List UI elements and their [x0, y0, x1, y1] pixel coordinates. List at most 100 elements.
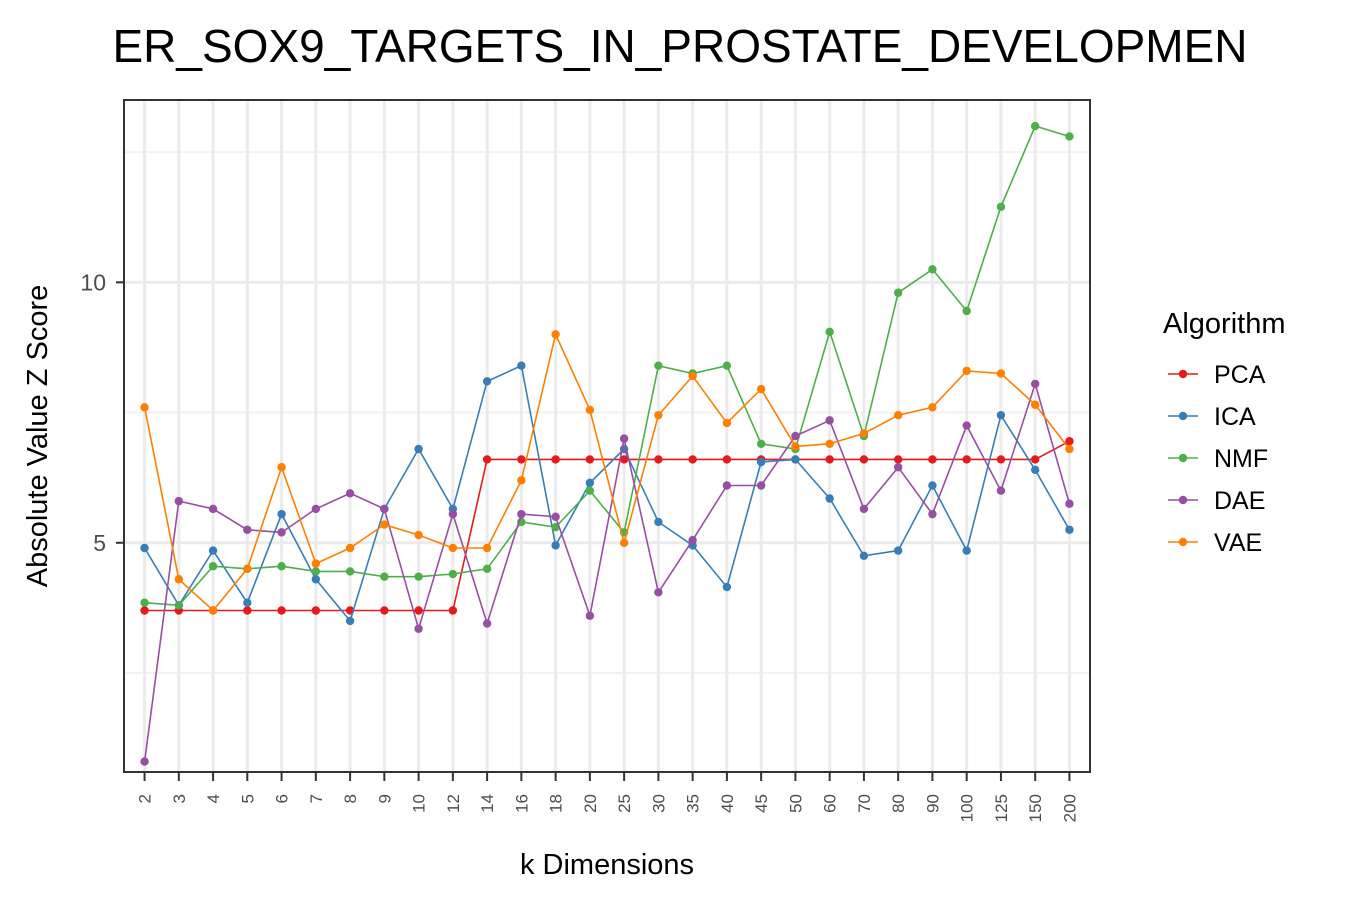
- data-point-dae: [482, 619, 492, 628]
- data-point-pca: [654, 455, 663, 464]
- x-tick-label: 12: [444, 794, 463, 813]
- data-point-pca: [140, 606, 149, 615]
- x-tick-label: 150: [1026, 794, 1045, 822]
- data-point-pca: [859, 455, 869, 464]
- legend-key-point: [1178, 411, 1188, 421]
- data-point-ica: [551, 541, 560, 550]
- data-point-vae: [688, 371, 697, 381]
- data-point-vae: [654, 410, 663, 420]
- data-point-nmf: [722, 361, 732, 370]
- data-point-vae: [585, 405, 595, 415]
- data-point-dae: [825, 416, 834, 425]
- legend-key-point: [1178, 369, 1188, 379]
- data-point-pca: [277, 606, 286, 615]
- data-point-ica: [1030, 465, 1040, 475]
- data-point-ica: [277, 509, 286, 519]
- x-tick-label: 18: [547, 794, 566, 813]
- data-point-nmf: [893, 288, 903, 297]
- data-point-ica: [1065, 525, 1074, 534]
- legend-item-nmf: NMF: [1168, 445, 1268, 473]
- data-point-dae: [243, 525, 252, 534]
- data-point-dae: [311, 504, 321, 514]
- data-point-vae: [243, 564, 252, 574]
- data-point-ica: [140, 543, 149, 553]
- data-point-pca: [517, 455, 526, 464]
- data-point-vae: [756, 384, 766, 394]
- data-point-pca: [380, 606, 389, 615]
- data-point-ica: [996, 410, 1006, 420]
- x-tick-label: 8: [341, 794, 360, 803]
- data-point-pca: [1065, 437, 1074, 446]
- data-point-vae: [208, 606, 218, 615]
- x-tick-label: 6: [273, 794, 292, 803]
- data-point-vae: [1030, 400, 1040, 409]
- legend-item-pca: PCA: [1168, 361, 1266, 389]
- data-point-nmf: [140, 598, 149, 607]
- data-point-nmf: [1030, 121, 1040, 131]
- panel-border: [123, 99, 1091, 773]
- data-point-dae: [1030, 379, 1040, 389]
- data-point-dae: [448, 509, 458, 519]
- data-point-pca: [243, 606, 252, 615]
- data-point-ica: [311, 575, 321, 584]
- legend-label: VAE: [1214, 529, 1262, 557]
- data-point-dae: [277, 528, 286, 537]
- data-point-ica: [928, 481, 937, 490]
- x-tick-label: 50: [786, 794, 805, 813]
- data-point-vae: [414, 530, 423, 540]
- x-tick-label: 70: [855, 794, 874, 813]
- legend-item-vae: VAE: [1168, 529, 1262, 557]
- data-point-pca: [825, 455, 834, 464]
- data-point-dae: [140, 757, 149, 766]
- data-point-pca: [928, 455, 937, 464]
- data-point-ica: [243, 598, 252, 607]
- legend-key-point: [1178, 537, 1188, 547]
- series-vae: [140, 330, 1074, 615]
- data-point-nmf: [962, 306, 971, 316]
- data-point-vae: [551, 330, 560, 339]
- data-point-nmf: [380, 572, 389, 581]
- legend-title: Algorithm: [1163, 308, 1286, 340]
- data-point-pca: [688, 455, 697, 464]
- data-point-nmf: [448, 569, 458, 579]
- legend-label: NMF: [1214, 445, 1268, 473]
- x-tick-label: 10: [410, 794, 429, 813]
- data-point-dae: [654, 588, 663, 597]
- data-point-dae: [688, 535, 697, 545]
- x-tick-label: 16: [512, 794, 531, 813]
- data-point-dae: [859, 504, 869, 514]
- data-point-ica: [208, 546, 218, 555]
- series-line-ica: [143, 364, 1071, 623]
- data-point-nmf: [174, 601, 184, 610]
- data-point-vae: [859, 429, 869, 438]
- series-line-nmf: [144, 125, 1070, 607]
- data-point-dae: [585, 611, 595, 620]
- x-tick-label: 90: [923, 794, 942, 813]
- data-point-vae: [619, 538, 629, 547]
- data-point-nmf: [1065, 132, 1074, 141]
- legend-label: ICA: [1214, 403, 1256, 431]
- legend: Algorithm PCA ICA NMF DAE VAE: [1163, 308, 1286, 557]
- data-point-nmf: [654, 361, 663, 370]
- data-point-nmf: [585, 486, 595, 495]
- data-point-dae: [1065, 499, 1074, 508]
- y-tick-label: 5: [93, 530, 106, 556]
- data-point-nmf: [345, 567, 355, 576]
- data-point-ica: [482, 377, 492, 386]
- data-point-ica: [414, 444, 423, 454]
- data-point-ica: [825, 494, 834, 503]
- x-tick-label: 35: [684, 794, 703, 813]
- data-point-nmf: [277, 562, 286, 571]
- data-point-vae: [1065, 444, 1074, 454]
- data-point-vae: [277, 463, 286, 472]
- x-tick-label: 14: [478, 794, 497, 813]
- data-point-ica: [345, 616, 355, 626]
- x-tick-label: 200: [1060, 794, 1079, 822]
- data-point-ica: [756, 457, 766, 467]
- data-point-vae: [311, 559, 321, 568]
- series-line-vae: [143, 331, 1071, 612]
- legend-item-ica: ICA: [1168, 403, 1256, 431]
- x-tick-label: 9: [375, 794, 394, 803]
